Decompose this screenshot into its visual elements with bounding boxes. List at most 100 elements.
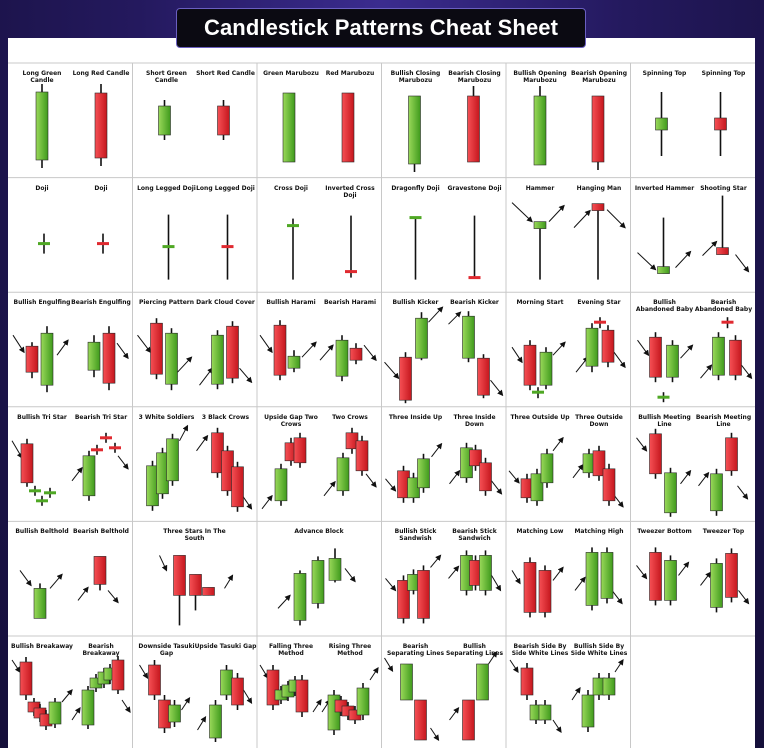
pattern-label: Spinning Top xyxy=(642,70,687,77)
pattern-label: Three Outside Down xyxy=(575,413,623,428)
candle-body xyxy=(657,266,670,274)
pattern-label: Bearish Opening Marubozu xyxy=(571,70,627,84)
pattern-label: Red Marubozu xyxy=(325,70,375,77)
candle-body xyxy=(530,473,544,502)
candle-body xyxy=(414,699,427,741)
candle-body xyxy=(111,659,125,691)
trend-arrow xyxy=(511,202,533,223)
trend-arrow xyxy=(177,356,193,373)
trend-arrow xyxy=(319,344,334,361)
pattern-label: Bearish Tri Star xyxy=(74,413,128,421)
candle-body xyxy=(293,573,307,621)
trend-arrow xyxy=(116,342,129,360)
trend-arrow xyxy=(77,586,89,601)
candle-body xyxy=(581,694,595,728)
candle-body xyxy=(533,95,547,166)
pattern-label: Matching Low xyxy=(516,528,564,536)
candle-body xyxy=(150,322,163,375)
candle-body xyxy=(189,574,202,596)
trend-arrow xyxy=(12,334,25,354)
pattern-label: Upside Tasuki Gap xyxy=(194,643,257,650)
candle-body xyxy=(40,332,54,386)
candle-body xyxy=(282,92,296,163)
pattern-label: Bearish Closing Marubozu xyxy=(448,70,501,84)
trend-arrow xyxy=(737,485,749,500)
candle-body xyxy=(274,468,288,502)
pattern-label: Bearish Stick Sandwich xyxy=(452,528,497,543)
candle-body xyxy=(538,570,552,613)
pattern-label: Three Inside Down xyxy=(453,413,496,428)
candle-body xyxy=(341,92,355,163)
candle-body xyxy=(479,462,492,492)
pattern-label: 3 Black Crows xyxy=(201,413,250,421)
trend-arrow xyxy=(369,667,379,681)
pattern-label: Bullish Side By Side White Lines xyxy=(570,643,628,657)
pattern-label: Hammer xyxy=(525,184,555,192)
doji-body xyxy=(29,489,41,493)
pattern-label: Morning Start xyxy=(516,299,564,307)
pattern-label: Two Crows xyxy=(332,413,368,421)
pattern-label: Bearish Engulfing xyxy=(71,299,131,307)
candle-body xyxy=(293,437,307,464)
trend-arrow xyxy=(430,554,442,568)
candle-body xyxy=(712,336,725,376)
candle-body xyxy=(649,433,662,475)
candle-body xyxy=(335,339,349,377)
candle-body xyxy=(585,327,599,367)
doji-body xyxy=(109,446,121,450)
candle-body xyxy=(148,664,161,696)
pattern-label: Short Red Candle xyxy=(196,70,255,77)
pattern-label: Bullish Breakaway xyxy=(11,643,73,650)
trend-arrow xyxy=(449,469,461,485)
trend-arrow xyxy=(511,570,521,585)
candle-body xyxy=(400,663,413,701)
candle-body xyxy=(523,344,537,386)
candle-body xyxy=(87,341,101,371)
trend-arrow xyxy=(448,311,462,325)
trend-arrow xyxy=(488,651,498,665)
doji-body xyxy=(594,320,606,324)
trend-arrow xyxy=(259,334,273,354)
pattern-label: Bearish Breakaway xyxy=(82,643,120,657)
candle-body xyxy=(716,247,729,255)
candle-body xyxy=(220,669,233,696)
candle-body xyxy=(729,339,742,376)
candle-body xyxy=(710,563,723,608)
doji-body xyxy=(221,245,234,249)
pattern-label: Downside Tasuki Gap xyxy=(138,643,195,657)
candle-body xyxy=(168,704,181,723)
candle-body xyxy=(328,558,342,581)
doji-body xyxy=(91,448,103,452)
candle-body xyxy=(81,689,95,726)
candle-body xyxy=(477,357,490,396)
candle-body xyxy=(467,95,480,163)
candle-body xyxy=(462,315,475,359)
pattern-label: Long Legged Doji xyxy=(137,184,196,192)
pattern-label: Gravestone Doji xyxy=(447,184,502,192)
trend-arrow xyxy=(312,699,322,713)
pattern-label: Tweezer Top xyxy=(702,528,745,536)
pattern-label: Inverted Hammer xyxy=(634,184,695,192)
candle-body xyxy=(94,92,108,159)
candle-body xyxy=(664,560,677,601)
trend-arrow xyxy=(491,480,503,495)
candle-body xyxy=(82,455,96,497)
candle-body xyxy=(533,221,547,229)
doji-body xyxy=(409,216,422,220)
candle-body xyxy=(539,351,553,386)
trend-arrow xyxy=(11,440,23,459)
trend-arrow xyxy=(552,719,562,733)
trend-arrow xyxy=(698,471,710,487)
pattern-label: Bearish Separating Lines xyxy=(386,643,445,657)
candle-body xyxy=(520,667,534,696)
candle-body xyxy=(287,355,301,369)
candle-body xyxy=(211,334,224,385)
pattern-label: Bullish Opening Marubozu xyxy=(513,70,567,84)
trend-arrow xyxy=(384,657,394,673)
trend-arrow xyxy=(19,570,32,587)
trend-arrow xyxy=(700,571,712,586)
doji-body xyxy=(38,242,50,246)
candle-body xyxy=(408,95,421,165)
doji-body xyxy=(532,390,544,394)
title-box: Candlestick Patterns Cheat Sheet xyxy=(176,8,586,48)
